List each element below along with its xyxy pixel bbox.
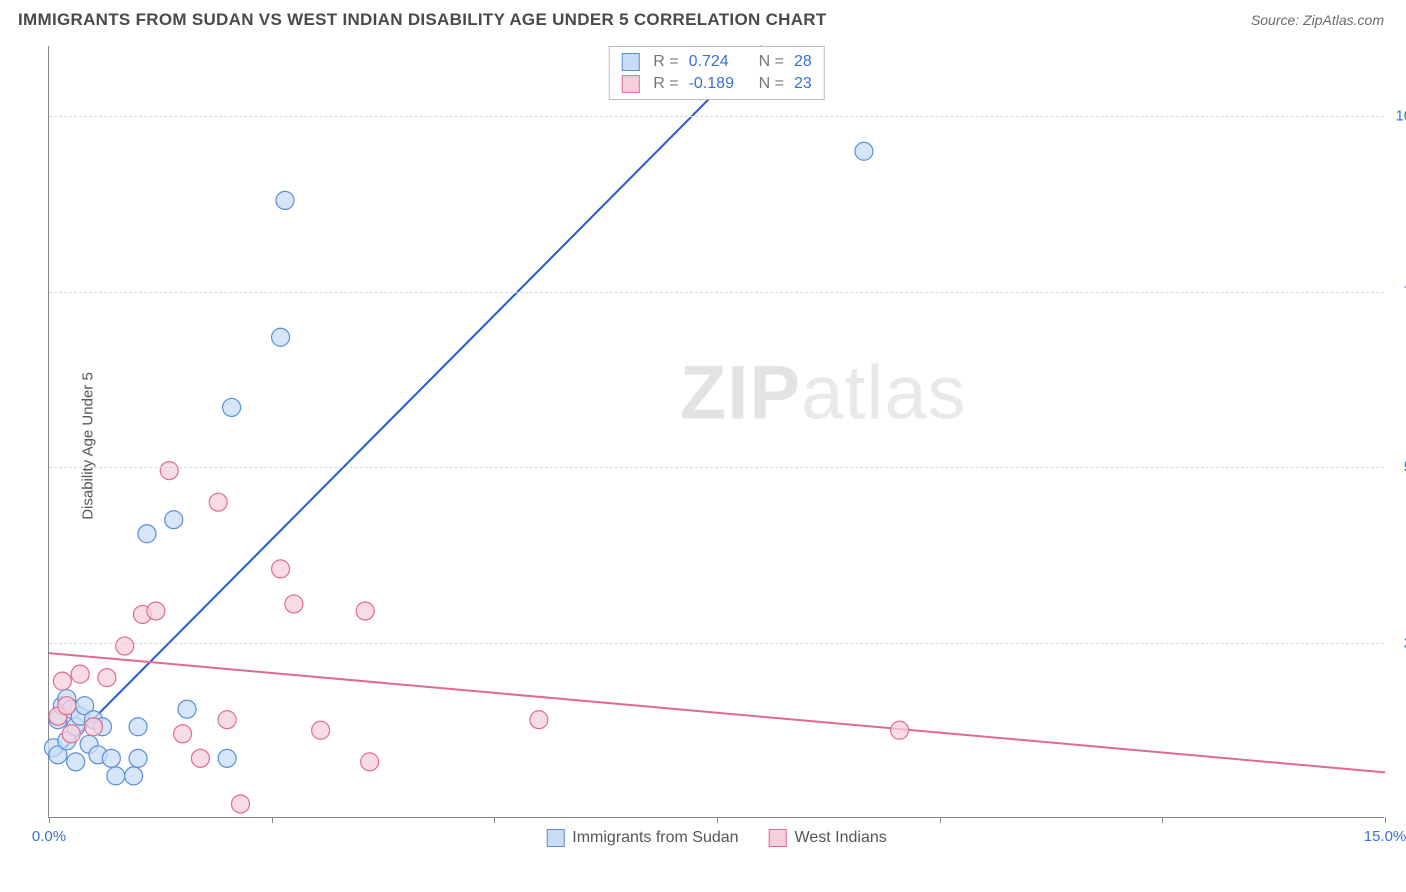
- data-point: [129, 718, 147, 736]
- x-tick-label-max: 15.0%: [1364, 828, 1406, 845]
- legend-label-sudan: Immigrants from Sudan: [572, 829, 738, 847]
- chart-title: IMMIGRANTS FROM SUDAN VS WEST INDIAN DIS…: [18, 10, 827, 30]
- chart-plot-area: ZIPatlas R = 0.724 N = 28 R = -0.189 N =…: [48, 46, 1384, 818]
- data-point: [356, 602, 374, 620]
- data-point: [209, 493, 227, 511]
- data-point: [85, 718, 103, 736]
- gridline: [49, 467, 1384, 468]
- swatch-blue-icon: [621, 53, 639, 71]
- swatch-blue-icon: [546, 829, 564, 847]
- scatter-svg: [49, 46, 1384, 817]
- x-tick: [717, 817, 718, 823]
- x-tick: [272, 817, 273, 823]
- data-point: [129, 749, 147, 767]
- swatch-pink-icon: [621, 75, 639, 93]
- source-attribution: Source: ZipAtlas.com: [1251, 12, 1384, 28]
- x-tick: [494, 817, 495, 823]
- data-point: [174, 725, 192, 743]
- data-point: [58, 697, 76, 715]
- gridline: [49, 292, 1384, 293]
- legend-label-westindian: West Indians: [795, 829, 887, 847]
- data-point: [361, 753, 379, 771]
- data-point: [138, 525, 156, 543]
- data-point: [98, 669, 116, 687]
- data-point: [71, 665, 89, 683]
- n-label: N =: [759, 53, 784, 71]
- r-value-blue: 0.724: [689, 53, 745, 71]
- stats-row-blue: R = 0.724 N = 28: [621, 51, 811, 73]
- data-point: [116, 637, 134, 655]
- data-point: [855, 142, 873, 160]
- data-point: [53, 672, 71, 690]
- data-point: [107, 767, 125, 785]
- x-tick: [49, 817, 50, 823]
- source-name: ZipAtlas.com: [1303, 12, 1384, 28]
- data-point: [102, 749, 120, 767]
- data-point: [165, 511, 183, 529]
- data-point: [218, 711, 236, 729]
- legend-item-sudan: Immigrants from Sudan: [546, 829, 738, 847]
- data-point: [312, 721, 330, 739]
- data-point: [218, 749, 236, 767]
- gridline: [49, 643, 1384, 644]
- swatch-pink-icon: [769, 829, 787, 847]
- trend-line: [58, 46, 762, 755]
- stats-row-pink: R = -0.189 N = 23: [621, 73, 811, 95]
- data-point: [891, 721, 909, 739]
- data-point: [62, 725, 80, 743]
- data-point: [160, 462, 178, 480]
- data-point: [272, 328, 290, 346]
- source-prefix: Source:: [1251, 12, 1303, 28]
- n-label: N =: [759, 75, 784, 93]
- data-point: [191, 749, 209, 767]
- legend-item-westindian: West Indians: [769, 829, 887, 847]
- x-tick: [1162, 817, 1163, 823]
- data-point: [125, 767, 143, 785]
- x-tick: [940, 817, 941, 823]
- data-point: [223, 398, 241, 416]
- gridline: [49, 116, 1384, 117]
- data-point: [285, 595, 303, 613]
- data-point: [231, 795, 249, 813]
- r-value-pink: -0.189: [689, 75, 745, 93]
- legend: Immigrants from Sudan West Indians: [546, 829, 886, 847]
- stats-box: R = 0.724 N = 28 R = -0.189 N = 23: [608, 46, 824, 100]
- y-tick-label: 10.0%: [1395, 108, 1406, 125]
- r-label: R =: [653, 75, 678, 93]
- x-tick-label-min: 0.0%: [32, 828, 66, 845]
- data-point: [147, 602, 165, 620]
- data-point: [276, 191, 294, 209]
- n-value-pink: 23: [794, 75, 812, 93]
- data-point: [178, 700, 196, 718]
- trend-line: [49, 653, 1385, 772]
- data-point: [530, 711, 548, 729]
- x-tick: [1385, 817, 1386, 823]
- n-value-blue: 28: [794, 53, 812, 71]
- r-label: R =: [653, 53, 678, 71]
- data-point: [272, 560, 290, 578]
- data-point: [67, 753, 85, 771]
